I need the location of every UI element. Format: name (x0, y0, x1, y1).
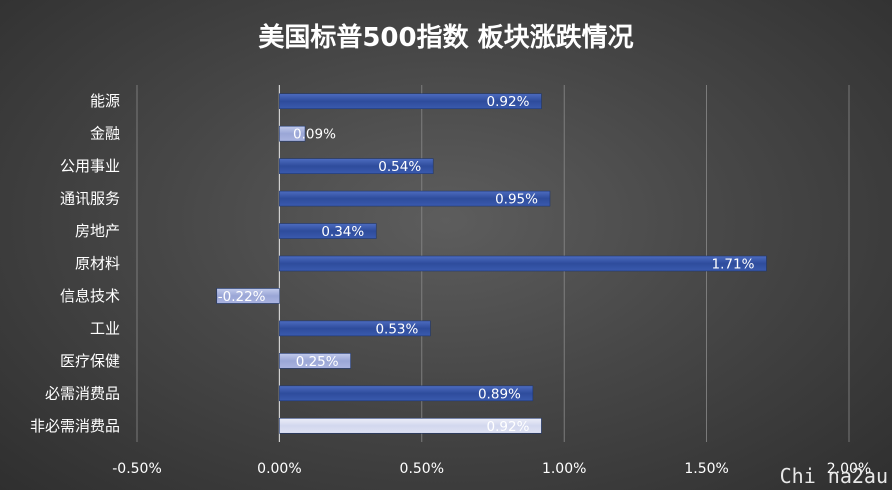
bar (279, 385, 534, 402)
bar (279, 417, 542, 434)
chart-title: 美国标普500指数 板块涨跌情况 (258, 22, 633, 53)
data-label: 0.53% (375, 321, 418, 337)
category-label: 房地产 (75, 222, 120, 240)
category-label: 金融 (90, 125, 120, 143)
category-label: 必需消费品 (45, 384, 120, 402)
data-label: 1.71% (712, 257, 755, 273)
category-label: 非必需消费品 (30, 417, 120, 435)
bar (279, 353, 351, 369)
data-label: 0.92% (487, 94, 530, 110)
x-axis: -0.50% 0.00% 0.50% 1.00% 1.50% 2.00% (112, 461, 871, 477)
bar (279, 190, 551, 207)
x-tick-label: 0.50% (400, 461, 444, 477)
data-label: 0.89% (478, 386, 521, 402)
category-label: 工业 (90, 319, 120, 337)
bar (279, 223, 377, 239)
x-tick-label: 0.00% (257, 461, 301, 477)
bar (216, 288, 280, 304)
data-label: 0.34% (321, 224, 364, 240)
data-label: 0.09% (293, 127, 336, 143)
category-label: 通讯服务 (60, 190, 120, 208)
bar (279, 93, 542, 110)
bars (216, 93, 767, 434)
data-labels: 0.92% 0.09% 0.54% 0.95% 0.34% 1.71% -0.22% 0.53… (218, 94, 755, 435)
category-label: 原材料 (75, 255, 120, 273)
bar (279, 255, 767, 272)
x-tick-label: 1.50% (684, 461, 728, 477)
bar (279, 320, 431, 337)
category-label: 能源 (90, 92, 120, 110)
data-label: 0.92% (487, 419, 530, 435)
category-label: 信息技术 (60, 287, 120, 305)
category-label: 医疗保健 (60, 352, 120, 370)
watermark: Chi na2au (779, 464, 888, 488)
bar (279, 125, 306, 142)
category-label: 公用事业 (60, 157, 120, 175)
x-tick-label: 1.00% (542, 461, 586, 477)
x-tick-label: -0.50% (112, 461, 162, 477)
data-label: 0.54% (378, 159, 421, 175)
data-label: 0.25% (296, 354, 339, 370)
x-tick-label: 2.00% (827, 461, 871, 477)
data-label: -0.22% (218, 289, 266, 305)
bar (279, 158, 434, 174)
data-label: 0.95% (495, 192, 538, 208)
